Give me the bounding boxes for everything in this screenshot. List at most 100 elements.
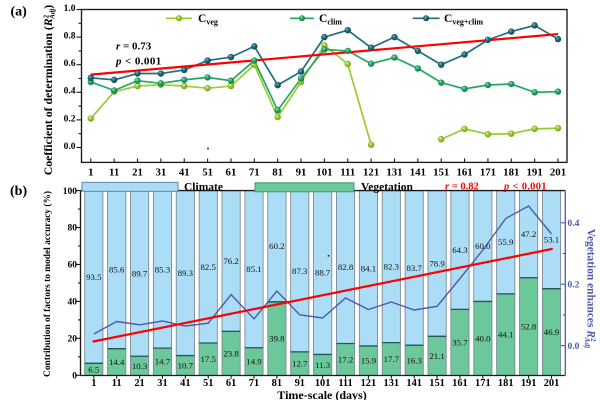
svg-text:1: 1 [91,378,96,389]
svg-text:100: 100 [63,187,78,197]
svg-text:89.3: 89.3 [178,268,194,278]
svg-text:111: 111 [338,378,352,389]
svg-text:17.2: 17.2 [338,354,353,364]
svg-text:15.9: 15.9 [361,356,377,366]
svg-text:141: 141 [410,166,426,178]
svg-text:21: 21 [134,378,144,389]
svg-text:(b): (b) [10,184,27,199]
svg-text:11: 11 [112,378,122,389]
svg-text:151: 151 [429,378,445,389]
svg-text:91: 91 [295,378,305,389]
svg-text:82.5: 82.5 [201,262,217,272]
svg-text:101: 101 [315,378,331,389]
svg-text:60.0: 60.0 [475,241,491,251]
svg-text:14.7: 14.7 [155,357,171,367]
svg-text:76.2: 76.2 [223,256,238,266]
svg-text:46.9: 46.9 [544,327,560,337]
svg-text:17.7: 17.7 [384,354,400,364]
svg-text:60: 60 [68,261,78,271]
svg-text:31: 31 [155,166,166,178]
svg-text:(a): (a) [11,4,28,19]
svg-text:11: 11 [109,166,119,178]
svg-text:181: 181 [503,166,519,178]
svg-text:171: 171 [480,166,496,178]
svg-text:93.5: 93.5 [86,272,102,282]
svg-text:12.7: 12.7 [292,359,308,369]
svg-text:53.1: 53.1 [544,235,559,245]
svg-text:0.0: 0.0 [568,342,580,352]
svg-text:10.7: 10.7 [178,360,194,370]
svg-text:40.0: 40.0 [475,333,491,343]
svg-text:23.8: 23.8 [223,348,239,358]
svg-text:11.3: 11.3 [315,360,331,370]
svg-text:71: 71 [249,166,260,178]
svg-text:Vegetation enhances R2Adj: Vegetation enhances R2Adj [583,229,598,349]
svg-text:55.9: 55.9 [498,237,514,247]
svg-text:0.4: 0.4 [64,87,76,97]
svg-text:89.7: 89.7 [132,268,148,278]
svg-text:Contribution of factors to mod: Contribution of factors to model accurac… [42,191,53,377]
svg-text:47.2: 47.2 [521,229,536,239]
svg-text:141: 141 [406,378,422,389]
svg-text:0.2: 0.2 [64,114,76,124]
svg-text:81: 81 [272,166,283,178]
svg-text:191: 191 [521,378,537,389]
svg-text:151: 151 [433,166,449,178]
svg-text:81: 81 [272,378,282,389]
svg-text:35.7: 35.7 [452,337,468,347]
svg-text:0.2: 0.2 [568,280,580,290]
svg-text:91: 91 [296,166,307,178]
svg-text:60.2: 60.2 [269,241,284,251]
svg-text:14.9: 14.9 [246,357,262,367]
svg-text:161: 161 [452,378,468,389]
svg-text:85.1: 85.1 [246,264,261,274]
svg-text:131: 131 [384,378,400,389]
svg-text:21.1: 21.1 [429,351,444,361]
svg-text:191: 191 [527,166,543,178]
svg-text:41: 41 [179,166,190,178]
svg-text:52.8: 52.8 [521,322,537,332]
svg-text:Vegetation: Vegetation [361,182,414,194]
svg-text:0: 0 [72,372,77,382]
svg-text:20: 20 [68,335,78,345]
svg-text:131: 131 [386,166,402,178]
svg-text:14.4: 14.4 [109,357,125,367]
svg-text:78.9: 78.9 [429,258,445,268]
svg-text:10.3: 10.3 [132,361,148,371]
svg-text:31: 31 [157,378,167,389]
svg-text:39.8: 39.8 [269,334,285,344]
svg-text:64.3: 64.3 [452,245,468,255]
svg-text:17.5: 17.5 [201,354,217,364]
svg-text:p < 0.001: p < 0.001 [115,56,162,68]
svg-text:61: 61 [226,166,237,178]
svg-text:101: 101 [316,166,332,178]
svg-text:171: 171 [475,378,491,389]
svg-text:85.6: 85.6 [109,265,125,275]
svg-text:201: 201 [544,378,560,389]
svg-text:0.4: 0.4 [568,219,580,229]
svg-text:Climate: Climate [184,182,223,194]
svg-text:44.1: 44.1 [498,330,513,340]
svg-text:88.7: 88.7 [315,268,331,278]
svg-text:1.0: 1.0 [64,4,76,14]
svg-text:Time-scale (days): Time-scale (days) [277,388,366,400]
svg-text:121: 121 [363,166,379,178]
svg-text:41: 41 [180,378,190,389]
svg-text:1: 1 [88,166,93,178]
svg-text:85.3: 85.3 [155,264,171,274]
svg-text:82.3: 82.3 [384,262,400,272]
svg-text:0.6: 0.6 [64,59,76,69]
svg-text:111: 111 [340,166,355,178]
svg-text:0.8: 0.8 [64,32,76,42]
svg-text:201: 201 [550,166,566,178]
svg-text:71: 71 [249,378,259,389]
svg-text:87.3: 87.3 [292,266,308,276]
svg-text:51: 51 [202,166,213,178]
svg-text:6.5: 6.5 [88,364,100,374]
svg-text:r = 0.82: r = 0.82 [445,182,479,193]
svg-text:161: 161 [456,166,472,178]
svg-text:82.8: 82.8 [338,262,354,272]
svg-text:84.1: 84.1 [361,263,376,273]
svg-text:80: 80 [68,224,78,234]
svg-text:83.7: 83.7 [406,263,422,273]
